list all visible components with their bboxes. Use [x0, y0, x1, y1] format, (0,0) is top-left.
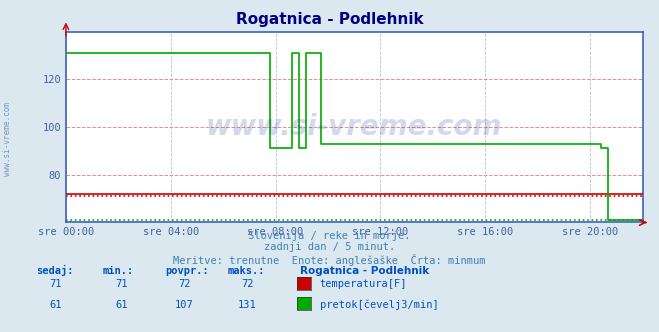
Text: povpr.:: povpr.: [165, 266, 208, 276]
Text: pretok[čevelj3/min]: pretok[čevelj3/min] [320, 299, 438, 310]
Text: Rogatnica - Podlehnik: Rogatnica - Podlehnik [300, 266, 429, 276]
Text: 107: 107 [175, 300, 194, 310]
Text: Meritve: trenutne  Enote: anglešaške  Črta: minmum: Meritve: trenutne Enote: anglešaške Črta… [173, 254, 486, 266]
Text: 61: 61 [116, 300, 128, 310]
Text: zadnji dan / 5 minut.: zadnji dan / 5 minut. [264, 242, 395, 252]
Text: temperatura[F]: temperatura[F] [320, 279, 407, 289]
Text: sedaj:: sedaj: [36, 265, 74, 276]
Text: 72: 72 [179, 279, 190, 289]
Text: 71: 71 [116, 279, 128, 289]
Text: maks.:: maks.: [227, 266, 265, 276]
Text: 71: 71 [50, 279, 62, 289]
Text: 72: 72 [241, 279, 253, 289]
Text: min.:: min.: [102, 266, 133, 276]
Text: www.si-vreme.com: www.si-vreme.com [206, 113, 502, 141]
Text: 131: 131 [238, 300, 256, 310]
Text: Rogatnica - Podlehnik: Rogatnica - Podlehnik [236, 12, 423, 27]
Text: 61: 61 [50, 300, 62, 310]
Text: Slovenija / reke in morje.: Slovenija / reke in morje. [248, 231, 411, 241]
Text: www.si-vreme.com: www.si-vreme.com [3, 103, 13, 176]
